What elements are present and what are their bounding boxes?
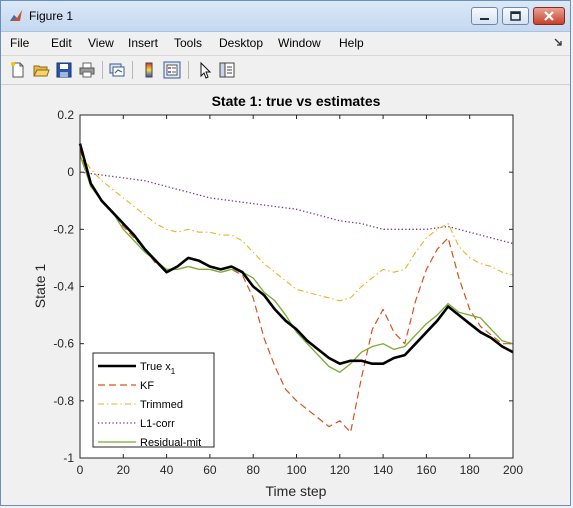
x-tick-label: 100 [286,463,306,477]
menu-edit[interactable]: Edit [51,36,72,50]
legend-label-kf: KF [140,380,154,392]
y-axis-label: State 1 [32,264,48,309]
edit-plot-icon[interactable] [196,61,214,79]
x-tick-label: 40 [160,463,174,477]
series-layer [78,143,514,433]
minimize-icon [480,18,489,20]
insert-legend-icon[interactable] [163,61,181,79]
menu-help[interactable]: Help [339,36,364,50]
close-button[interactable] [533,7,565,25]
dock-arrow-icon[interactable] [554,38,562,46]
series-line-l1-corr [79,171,514,245]
x-tick-label: 180 [460,463,480,477]
y-tick-label: 0.2 [57,108,74,122]
x-tick-label: 140 [373,463,393,477]
x-tick-label: 80 [247,463,261,477]
y-tick-label: -1 [63,451,74,465]
toolbar-separator [188,61,189,79]
x-tick-label: 160 [416,463,436,477]
menu-insert[interactable]: Insert [128,36,159,50]
axes-box [79,114,514,459]
save-icon[interactable] [55,61,73,79]
window-title: Figure 1 [29,9,74,23]
legend-entries: True x1 KF Trimmed L1-corr Residual-mit [98,361,201,449]
y-tick-label: -0.6 [53,337,74,351]
menu-tools[interactable]: Tools [174,36,203,50]
x-tick-label: 0 [77,463,84,477]
menu-window[interactable]: Window [278,36,321,50]
maximize-button[interactable] [502,7,529,25]
series-line-true [78,143,514,366]
toolbar [1,55,570,85]
property-inspector-icon[interactable] [218,61,236,79]
menu-file[interactable]: File [10,36,30,50]
legend-label-subscript: 1 [171,367,176,376]
x-axis-label: Time step [266,483,327,499]
x-tick-label: 20 [117,463,131,477]
y-tick-label: 0 [67,165,74,179]
legend-label-true: True x1 [140,361,176,376]
toolbar-separator [132,61,133,79]
open-file-icon[interactable] [32,61,50,79]
legend-label-l1-corr: L1-corr [140,418,175,430]
print-icon[interactable] [78,61,96,79]
y-tick-label: -0.8 [53,394,74,408]
menu-desktop[interactable]: Desktop [219,36,264,50]
y-tick-label: -0.4 [53,280,74,294]
legend-label-residual-mit: Residual-mit [140,437,201,449]
new-figure-icon[interactable] [9,61,27,79]
link-plot-icon[interactable] [108,61,126,79]
legend-box [92,352,215,448]
close-icon [544,11,554,21]
minimize-button[interactable] [471,7,498,25]
menu-bar: File Edit View Insert Tools Desktop Wind… [1,32,570,54]
chart-canvas: 0 20 40 60 80 100 120 140 160 180 200 0.2 0 -0.2 -0.4… [32,93,523,499]
menu-view[interactable]: View [88,36,114,50]
y-tick-label: -0.2 [53,222,74,236]
chart-title: State 1: true vs estimates [212,93,381,109]
toolbar-separator [102,61,103,79]
maximize-icon [510,11,521,21]
x-tick-label: 60 [203,463,217,477]
legend[interactable]: True x1 KF Trimmed L1-corr Residual-mit [92,352,215,449]
matlab-icon [10,10,22,21]
x-tick-label: 200 [503,463,523,477]
title-bar[interactable]: Figure 1 [1,1,570,32]
legend-label-trimmed: Trimmed [140,399,183,411]
insert-colorbar-icon[interactable] [140,61,158,79]
x-tick-label: 120 [330,463,350,477]
series-line-trimmed [79,151,514,302]
